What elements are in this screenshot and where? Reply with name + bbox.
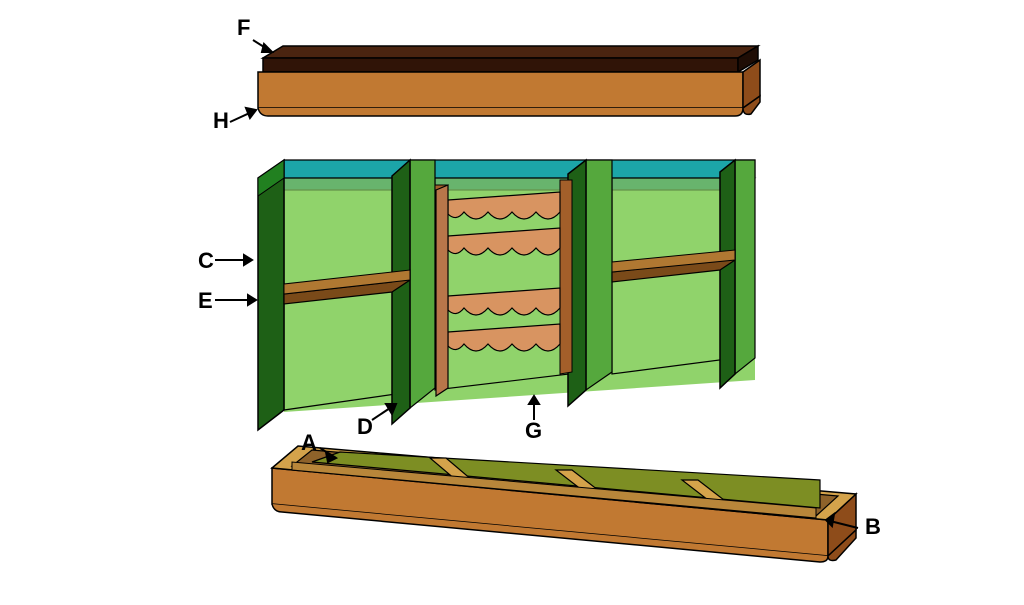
label-D: D [357, 414, 373, 440]
label-H: H [213, 108, 229, 134]
cabinet-body [258, 160, 755, 430]
label-E: E [198, 288, 213, 314]
top-assembly [258, 46, 760, 116]
label-C: C [198, 248, 214, 274]
label-G: G [525, 418, 542, 444]
label-A: A [301, 430, 317, 456]
label-B: B [865, 514, 881, 540]
base-assembly [272, 446, 856, 562]
label-F: F [237, 15, 250, 41]
